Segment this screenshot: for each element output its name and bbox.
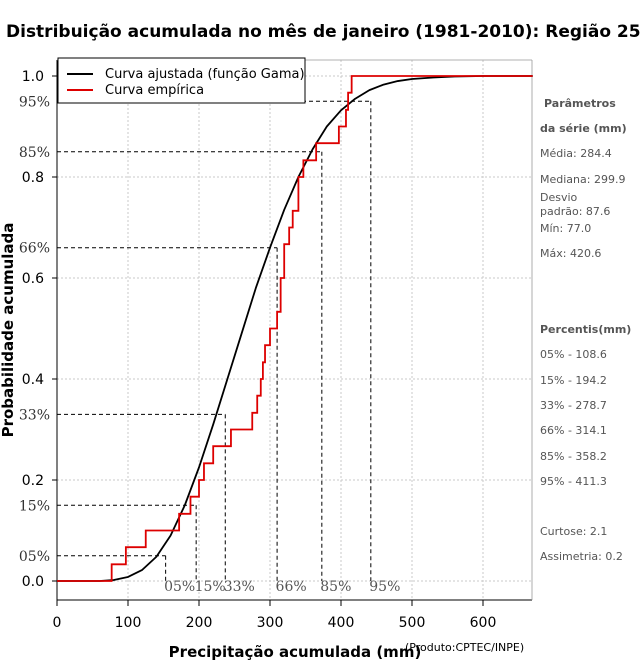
percentile-x-label: 05%: [164, 579, 195, 595]
empirical-curve-line: [57, 75, 533, 582]
y-tick-label: 0.0: [22, 574, 44, 590]
percentile-x-label: 66%: [276, 579, 307, 595]
legend-fitted-label: Curva ajustada (função Gama): [105, 67, 305, 82]
percentil-95: 95% - 411.3: [540, 475, 607, 488]
x-axis: 0 100 200 300 400 500 600: [53, 600, 497, 631]
legend-box: [57, 57, 306, 104]
param-mediana: Mediana: 299.9: [540, 173, 625, 186]
x-tick-label: 600: [470, 615, 497, 631]
percentile-y-label: 33%: [19, 407, 50, 423]
percentile-y-label: 15%: [19, 498, 50, 514]
percentile-x-label: 15%: [195, 579, 226, 595]
x-tick-label: 200: [186, 615, 213, 631]
grid: [56, 60, 532, 600]
percentil-05: 05% - 108.6: [540, 348, 607, 361]
percentile-y-label: 66%: [19, 241, 50, 257]
percentile-y-label: 05%: [19, 549, 50, 565]
percentile-y-label: 85%: [19, 145, 50, 161]
percentil-15: 15% - 194.2: [540, 374, 607, 387]
stat-assimetria: Assimetria: 0.2: [540, 550, 623, 563]
y-tick-label: 0.8: [22, 170, 44, 186]
param-media: Média: 284.4: [540, 147, 612, 160]
percentile-x-label: 33%: [224, 579, 255, 595]
percentile-guides: 05% 15%33% 66% 85% 95%: [57, 100, 400, 595]
params-heading-2: da série (mm): [540, 122, 627, 135]
percentil-33: 33% - 278.7: [540, 399, 607, 412]
stat-curtose: Curtose: 2.1: [540, 525, 607, 538]
x-tick-label: 400: [328, 615, 355, 631]
x-tick-label: 500: [399, 615, 426, 631]
chart-title: Distribuição acumulada no mês de janeiro…: [6, 22, 640, 42]
y-tick-label: 0.2: [22, 473, 44, 489]
param-desvio-2: padrão: 87.6: [540, 205, 610, 218]
param-min: Mín: 77.0: [540, 222, 591, 235]
y-tick-label: 0.6: [22, 271, 44, 287]
percentile-y-label: 95%: [19, 94, 50, 110]
side-panel: Parâmetros da série (mm) Média: 284.4 Me…: [540, 97, 631, 563]
credit-text: (Produto:CPTEC/INPE): [405, 641, 524, 654]
x-tick-label: 100: [115, 615, 142, 631]
percentil-85: 85% - 358.2: [540, 450, 607, 463]
x-tick-label: 0: [53, 615, 62, 631]
percentil-66: 66% - 314.1: [540, 424, 607, 437]
fitted-curve-line: [57, 75, 533, 582]
legend: Curva ajustada (função Gama) Curva empír…: [57, 57, 306, 104]
param-desvio-1: Desvio: [540, 191, 578, 204]
param-max: Máx: 420.6: [540, 247, 601, 260]
percentile-x-label: 85%: [320, 579, 351, 595]
params-heading-1: Parâmetros: [544, 97, 616, 110]
percentile-x-label: 95%: [369, 579, 400, 595]
legend-empirical-label: Curva empírica: [105, 83, 204, 98]
y-tick-label: 0.4: [22, 372, 44, 388]
y-axis: 05% 15% 33% 66% 85% 95% 0.0 0.2 0.4 0.6 0.8 1.0: [19, 69, 57, 590]
y-tick-label: 1.0: [22, 69, 44, 85]
curves: [57, 75, 533, 582]
x-axis-label: Precipitação acumulada (mm): [169, 643, 422, 660]
percentis-heading: Percentis(mm): [540, 323, 631, 336]
x-tick-label: 300: [257, 615, 284, 631]
y-axis-label: Probabilidade acumulada: [0, 223, 17, 438]
